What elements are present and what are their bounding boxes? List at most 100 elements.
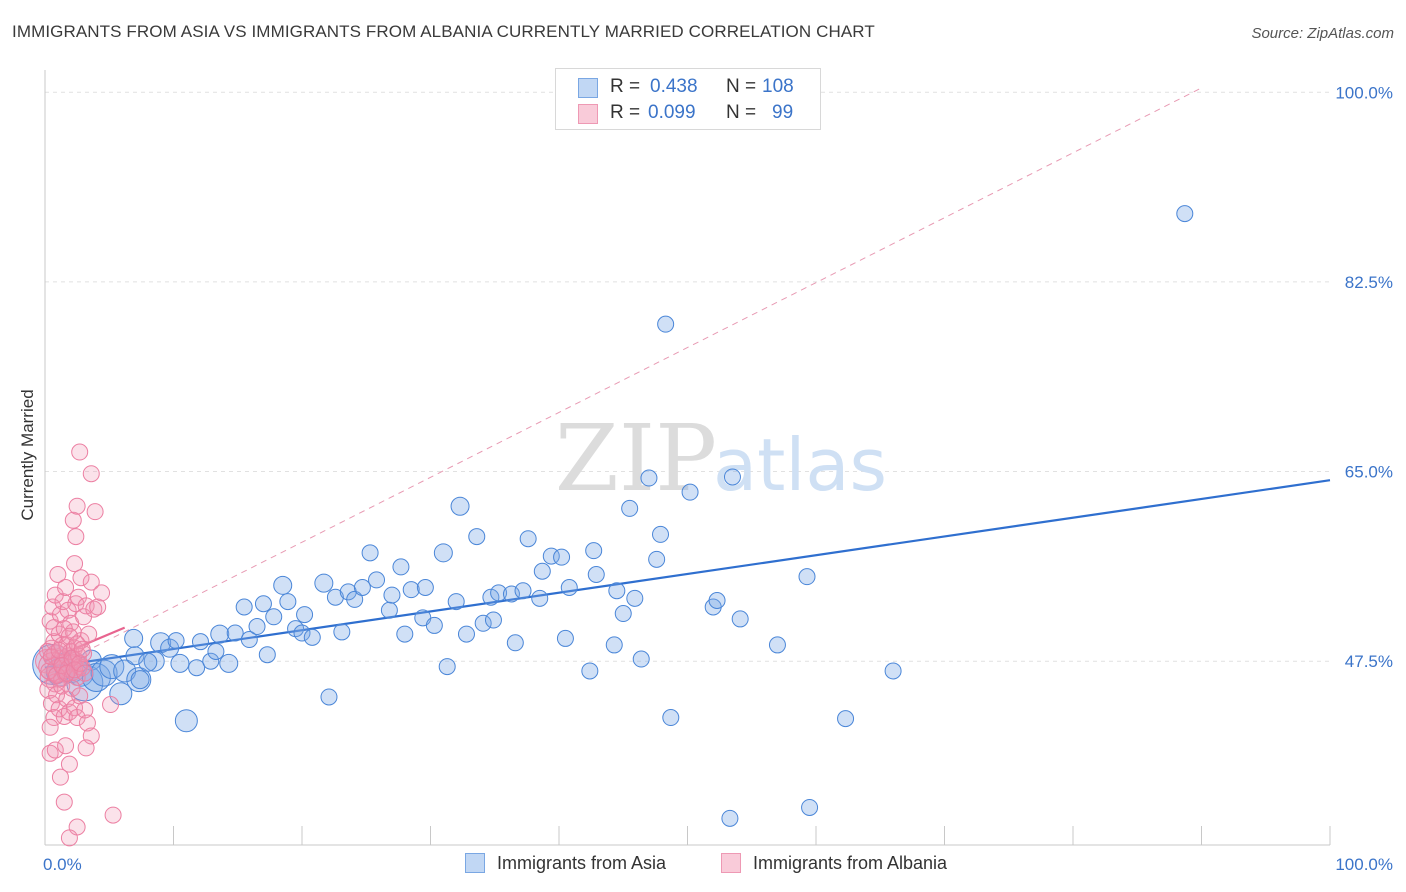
asia-point [143, 650, 165, 672]
diagonal-reference-line [44, 87, 1202, 673]
albania-point [68, 635, 86, 653]
legend-n-value: 108 [762, 76, 794, 97]
legend-n-label: N = [726, 76, 757, 97]
asia-point [383, 586, 401, 604]
albania-point [82, 573, 100, 591]
asia-point [326, 588, 344, 606]
albania-point [48, 686, 66, 704]
asia-point [490, 584, 508, 602]
asia-point [556, 629, 574, 647]
asia-point [113, 659, 137, 683]
asia-point [402, 581, 420, 599]
asia-point [273, 575, 293, 595]
asia-point [731, 610, 749, 628]
asia-point [346, 590, 364, 608]
albania-point [57, 737, 75, 755]
asia-point [474, 614, 492, 632]
asia-point [468, 528, 486, 546]
asia-point [303, 628, 321, 646]
asia-point [652, 525, 670, 543]
source-label: Source: ZipAtlas.com [1251, 25, 1394, 42]
albania-point [53, 677, 71, 695]
albania-point [76, 701, 94, 719]
asia-point [235, 598, 253, 616]
asia-point [361, 544, 379, 562]
asia-point [662, 709, 680, 727]
asia-point [438, 658, 456, 676]
albania-point [41, 744, 59, 762]
asia-point [519, 530, 537, 548]
albania-point [49, 565, 67, 583]
albania-point [66, 555, 84, 573]
asia-point [506, 634, 524, 652]
asia-point [265, 608, 283, 626]
albania-point [54, 593, 72, 611]
albania-point [76, 664, 94, 682]
asia-point [138, 652, 158, 672]
asia-point [640, 469, 658, 487]
asia-point [368, 571, 386, 589]
asia-point [621, 499, 639, 517]
albania-point [77, 739, 95, 757]
legend-swatch-asia [578, 78, 598, 98]
albania-point [40, 662, 58, 680]
y-tick-label: 82.5% [1345, 273, 1393, 292]
albania-point [104, 806, 122, 824]
asia-point [531, 589, 549, 607]
legend-r-label: R = [610, 76, 641, 97]
asia-point [188, 659, 206, 677]
asia-point [240, 631, 258, 649]
x-tick-label: 0.0% [43, 855, 82, 874]
albania-point [51, 768, 69, 786]
asia-point [708, 592, 726, 610]
asia-point [254, 595, 272, 613]
bottom-legend-swatch-albania [721, 853, 741, 873]
asia-point [90, 659, 118, 687]
asia-point [226, 624, 244, 642]
asia-point [167, 632, 185, 650]
asia-point [248, 618, 266, 636]
correlation-legend: R = 0.438 N = 108 R = 0.099 N = 99 [555, 68, 821, 130]
albania-point [93, 584, 111, 602]
albania-point [60, 755, 78, 773]
bottom-legend-swatch-asia [465, 853, 485, 873]
legend-r-label: R = [610, 102, 641, 123]
asia-point [768, 636, 786, 654]
albania-point [102, 696, 120, 714]
asia-point [99, 654, 125, 680]
asia-point [553, 548, 571, 566]
albania-point [48, 666, 66, 684]
asia-point [560, 579, 578, 597]
albania-point [71, 443, 89, 461]
albania-point [60, 829, 78, 847]
asia-point [170, 653, 190, 673]
albania-point [55, 793, 73, 811]
asia-point [801, 798, 819, 816]
legend-swatch-albania [578, 104, 598, 124]
asia-point [380, 601, 398, 619]
bottom-legend-label-albania: Immigrants from Albania [753, 853, 948, 873]
asia-point [723, 468, 741, 486]
asia-point [648, 550, 666, 568]
asia-point [150, 632, 172, 654]
albania-point [86, 503, 104, 521]
asia-point [174, 709, 198, 733]
legend-n-label: N = [726, 102, 757, 123]
bottom-legend-label-asia: Immigrants from Asia [497, 853, 667, 873]
asia-points [32, 205, 1194, 827]
albania-point [68, 497, 86, 515]
albania-point [80, 625, 98, 643]
asia-point [626, 589, 644, 607]
albania-point [67, 528, 85, 546]
asia-point [884, 662, 902, 680]
albania-point [46, 741, 64, 759]
asia-point [109, 682, 133, 706]
albania-point [71, 687, 89, 705]
y-tick-label: 100.0% [1335, 83, 1393, 102]
asia-point [587, 565, 605, 583]
asia-point [608, 582, 626, 600]
gridlines [45, 91, 1330, 662]
asia-point [425, 616, 443, 634]
asia-point [798, 568, 816, 586]
